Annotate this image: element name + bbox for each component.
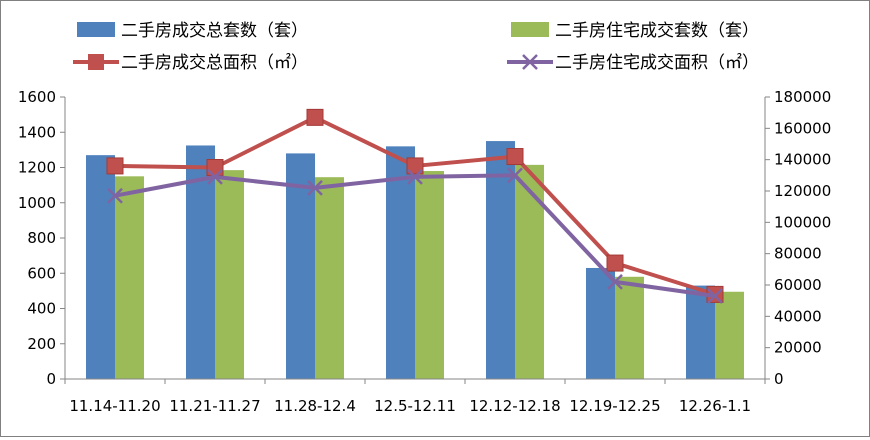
point-total-area-3 [406,157,424,175]
bar-total-units-3 [386,146,415,379]
legend: 二手房成交总套数（套） 二手房住宅成交套数（套） 二手房成交总面积（㎡） 二手房住宅成… [73,21,759,73]
y-right-tick-label: 80000 [774,245,822,263]
bar-residential-units-5 [615,276,644,379]
bar-total-units-1 [186,145,215,379]
point-residential-area-1 [207,169,223,185]
legend-label: 二手房成交总套数（套） [121,21,308,41]
y-left-tick-label: 0 [46,370,56,388]
y-right-tick-label: 60000 [774,276,822,294]
y-left-tick-label: 1200 [18,159,56,177]
bars-layer [86,141,744,379]
point-total-area-2 [306,108,324,126]
x-tick-label: 11.14-11.20 [69,397,160,415]
x-tick-label: 12.19-12.25 [569,397,660,415]
legend-label: 二手房成交总面积（㎡） [121,53,308,73]
y-left-tick-label: 1600 [18,88,56,106]
bar-residential-units-2 [315,177,344,379]
y-right-tick-label: 20000 [774,339,822,357]
y-left-tick-label: 200 [27,335,56,353]
y-right-tick-label: 40000 [774,307,822,325]
legend-total-units: 二手房成交总套数（套） [77,21,308,41]
bar-residential-units-4 [515,164,544,379]
y-right-tick-label: 160000 [774,119,831,137]
y-left-tick-label: 600 [27,264,56,282]
point-residential-area-5 [607,273,623,290]
legend-swatch [77,22,115,37]
point-residential-area-2 [307,179,323,196]
x-tick-label: 11.21-11.27 [169,397,260,415]
x-tick-label: 12.26-1.1 [679,397,751,415]
x-tick-label: 12.5-12.11 [374,397,456,415]
y-right-tick-label: 140000 [774,151,831,169]
x-tick-label: 12.12-12.18 [469,397,560,415]
y-left-tick-label: 1000 [18,194,56,212]
legend-residential-units: 二手房住宅成交套数（套） [511,21,759,41]
point-total-area-0 [106,157,124,175]
bar-residential-units-0 [115,176,144,379]
legend-label: 二手房住宅成交面积（㎡） [555,53,759,73]
x-tick-label: 11.28-12.4 [274,397,356,415]
point-total-area-1 [206,159,224,176]
bar-residential-units-6 [715,291,744,379]
legend-marker [88,54,104,70]
bar-residential-units-1 [215,170,244,379]
point-residential-area-0 [107,187,123,204]
bar-residential-units-3 [415,171,444,379]
point-residential-area-3 [407,169,423,185]
lines-layer [106,108,724,304]
y-right-tick-label: 180000 [774,88,831,106]
bar-total-units-0 [86,155,115,379]
y-right-tick-label: 0 [774,370,784,388]
legend-swatch [511,22,549,37]
point-residential-area-4 [507,167,523,184]
legend-residential-area: 二手房住宅成交面积（㎡） [507,53,759,73]
point-residential-area-6 [707,288,723,304]
legend-label: 二手房住宅成交套数（套） [555,21,759,41]
y-right-tick-label: 120000 [774,182,831,200]
y-left-tick-label: 400 [27,300,56,318]
point-total-area-5 [606,254,624,272]
point-total-area-4 [506,148,524,166]
y-left-tick-label: 1400 [18,123,56,141]
legend-total-area: 二手房成交总面积（㎡） [73,53,308,73]
y-right-tick-label: 100000 [774,213,831,231]
y-left-tick-label: 800 [27,229,56,247]
axes-layer: 0 200 400 600 800 1000 1200 1400 1600 0 20000 40000… [18,88,831,415]
